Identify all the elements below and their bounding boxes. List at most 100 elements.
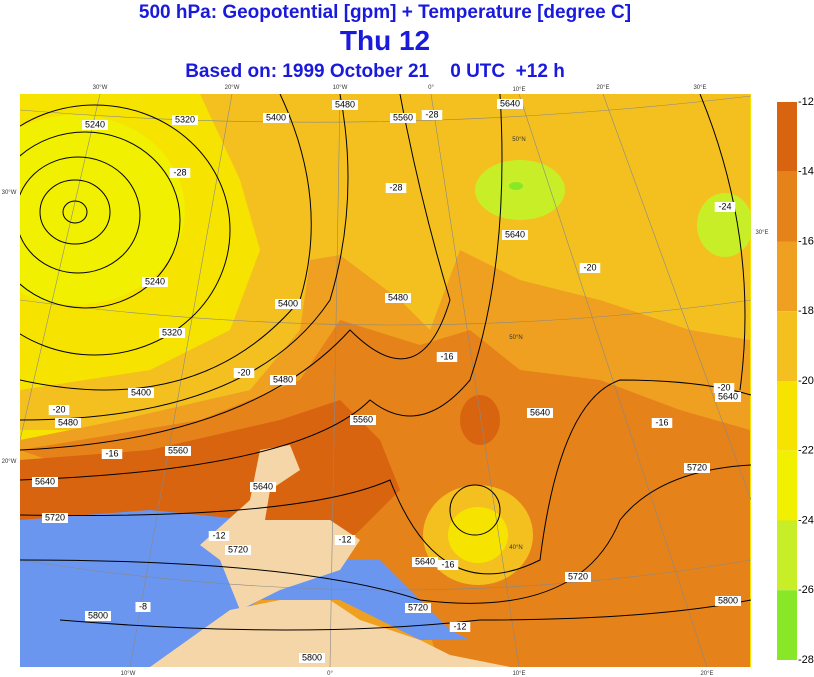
temp-area (460, 395, 500, 445)
grid-label: 20°W (225, 85, 240, 91)
geopotential-label: 5240 (145, 276, 165, 286)
temperature-label-box (713, 383, 735, 393)
geopotential-label-box (270, 375, 296, 385)
temperature-label: -20 (52, 404, 65, 414)
geopotential-label-box (128, 388, 154, 398)
geopotential-label: 5720 (687, 462, 707, 472)
grid-label: 0° (428, 85, 434, 91)
temperature-label-box (436, 352, 458, 362)
colorbar-swatch (777, 450, 797, 521)
temperature-label: -20 (237, 367, 250, 377)
based-on: Based on: 1999 October 21 0 UTC +12 h (185, 61, 565, 82)
colorbar-label: -24 (798, 514, 814, 526)
temperature-label-box (421, 110, 443, 120)
grid-label: 10°W (333, 85, 348, 91)
colorbar-label: -14 (798, 166, 814, 178)
geopotential-label: 5480 (273, 374, 293, 384)
geopotential-label: 5640 (505, 229, 525, 239)
geopotential-label-box (502, 230, 528, 240)
geopotential-label-box (350, 415, 376, 425)
grid-label: 10°W (121, 671, 136, 677)
geopotential-label: 5720 (45, 512, 65, 522)
geopotential-label-box (85, 611, 111, 621)
geopotential-label: 5400 (278, 298, 298, 308)
temperature-label: -16 (105, 448, 118, 458)
geopotential-label: 5320 (162, 327, 182, 337)
geopotential-label: 5560 (168, 445, 188, 455)
colorbar-swatch (777, 241, 797, 312)
grid-label: 0° (327, 671, 333, 677)
geopotential-label: 5480 (58, 417, 78, 427)
temp-area (697, 193, 751, 257)
grid-label: 20°E (700, 671, 713, 677)
geopotential-label-box (142, 277, 168, 287)
colorbar-label: -20 (798, 375, 814, 387)
temperature-label-box (385, 183, 407, 193)
temperature-label: -20 (717, 382, 730, 392)
grid-label: 30°W (93, 85, 108, 91)
temperature-label-box (101, 449, 123, 459)
geopotential-label-box (527, 408, 553, 418)
temperature-label-box (651, 418, 673, 428)
geopotential-label: 5400 (131, 387, 151, 397)
grid-label: 40°N (509, 545, 522, 551)
temperature-label-box (449, 622, 471, 632)
geopotential-label: 5480 (335, 99, 355, 109)
geopotential-label: 5800 (88, 610, 108, 620)
colorbar-swatch (777, 102, 797, 172)
colorbar-label: -26 (798, 584, 814, 596)
geopotential-label-box (165, 446, 191, 456)
geopotential-label-box (715, 596, 741, 606)
grid-label: 20°W (2, 459, 17, 465)
geopotential-label-box (684, 463, 710, 473)
temperature-label-box (437, 560, 459, 570)
geopotential-label-box (412, 557, 438, 567)
temperature-label-box (334, 535, 356, 545)
geopotential-label-box (332, 100, 358, 110)
colorbar-swatch (777, 381, 797, 451)
geopotential-label-box (275, 299, 301, 309)
geopotential-label: 5560 (393, 112, 413, 122)
temperature-label-box (579, 263, 601, 273)
temperature-label: -28 (425, 109, 438, 119)
geopotential-label: 5640 (35, 476, 55, 486)
geopotential-label-box (225, 545, 251, 555)
geopotential-label: 5400 (266, 112, 286, 122)
geopotential-label-box (159, 328, 185, 338)
colorbar-label: -22 (798, 445, 814, 457)
temperature-label: -24 (718, 201, 731, 211)
temperature-label-box (169, 168, 191, 178)
geopotential-label: 5720 (568, 571, 588, 581)
colorbar-swatch (777, 311, 797, 381)
temperature-label: -12 (453, 621, 466, 631)
geopotential-label: 5640 (500, 98, 520, 108)
colorbar-label: -28 (798, 654, 814, 666)
geopotential-label: 5720 (408, 602, 428, 612)
day: Thu 12 (340, 25, 430, 56)
title: 500 hPa: Geopotential [gpm] + Temperatur… (139, 2, 631, 23)
temperature-label: -12 (338, 534, 351, 544)
grid-label: 30°E (693, 85, 706, 91)
geopotential-label-box (250, 482, 276, 492)
colorbar-swatch (777, 171, 797, 242)
colorbar-label: -12 (798, 96, 814, 108)
temperature-label-box (48, 405, 70, 415)
geopotential-label-box (42, 513, 68, 523)
geopotential-label-box (55, 418, 81, 428)
geopotential-label: 5640 (718, 391, 738, 401)
temperature-label-box (135, 602, 151, 612)
geopotential-label: 5720 (228, 544, 248, 554)
temperature-label: -28 (389, 182, 402, 192)
geopotential-label-box (172, 115, 198, 125)
temperature-label: -8 (139, 601, 147, 611)
grid-label: 30°W (2, 190, 17, 196)
geopotential-label-box (82, 120, 108, 130)
grid-label: 10°E (512, 671, 525, 677)
geopotential-label-box (565, 572, 591, 582)
geopotential-label-box (263, 113, 289, 123)
geopotential-label: 5640 (253, 481, 273, 491)
temperature-label-box (233, 368, 255, 378)
map: 5240 5320 5400 5480 5560 5640 5640 5480 5400 5240… (20, 94, 751, 667)
temperature-label: -16 (440, 351, 453, 361)
